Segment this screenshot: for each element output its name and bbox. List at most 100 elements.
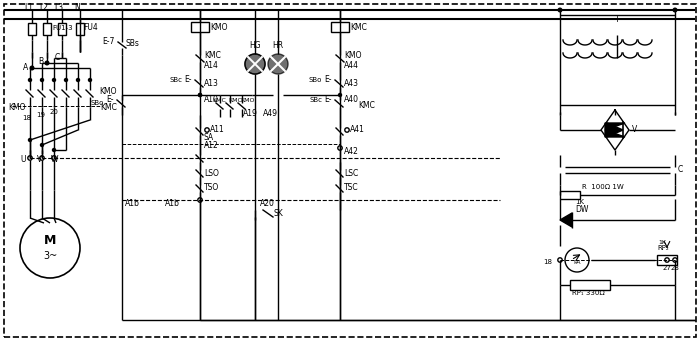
- Text: N: N: [74, 2, 80, 12]
- Circle shape: [29, 78, 32, 81]
- Text: T: T: [615, 15, 620, 25]
- Text: LSO: LSO: [204, 168, 219, 178]
- Text: A40: A40: [344, 95, 359, 104]
- Text: KMO: KMO: [210, 23, 228, 31]
- Circle shape: [673, 258, 677, 262]
- Text: C: C: [678, 165, 683, 175]
- Text: A: A: [23, 63, 28, 73]
- Text: A42: A42: [344, 147, 359, 155]
- Text: KMC: KMC: [204, 51, 221, 60]
- Text: A19: A19: [243, 108, 258, 118]
- Bar: [657, 255, 677, 265]
- Circle shape: [198, 198, 202, 202]
- Circle shape: [64, 78, 67, 81]
- Circle shape: [29, 138, 32, 142]
- Text: A10: A10: [204, 95, 219, 104]
- Text: C: C: [55, 53, 60, 61]
- Text: 20: 20: [50, 109, 59, 115]
- Text: A43: A43: [344, 78, 359, 88]
- Bar: [43, 23, 51, 35]
- Circle shape: [30, 66, 34, 70]
- Circle shape: [88, 78, 92, 81]
- Polygon shape: [605, 130, 625, 137]
- Text: 18: 18: [22, 115, 31, 121]
- Text: 18: 18: [543, 259, 552, 265]
- Text: E-: E-: [324, 75, 332, 85]
- Bar: [58, 23, 66, 35]
- Circle shape: [558, 8, 562, 12]
- Text: KMC: KMC: [358, 102, 375, 110]
- Text: 28: 28: [671, 265, 680, 271]
- Circle shape: [338, 146, 342, 150]
- Text: E-7: E-7: [102, 38, 114, 46]
- Circle shape: [28, 156, 32, 160]
- Text: 19: 19: [36, 112, 45, 118]
- Text: SBs: SBs: [126, 40, 140, 48]
- Polygon shape: [560, 213, 572, 227]
- Bar: [560, 15, 675, 105]
- Text: A41: A41: [350, 125, 365, 134]
- Text: KMO: KMO: [344, 51, 361, 60]
- Text: HR: HR: [272, 42, 284, 50]
- Circle shape: [665, 258, 669, 262]
- Text: A1b: A1b: [165, 198, 180, 208]
- Text: W: W: [51, 155, 59, 164]
- Text: TSO: TSO: [204, 183, 219, 193]
- Bar: [570, 280, 610, 290]
- Circle shape: [245, 54, 265, 74]
- Text: V: V: [37, 155, 42, 164]
- Text: 1K: 1K: [658, 239, 666, 244]
- Bar: [331, 22, 349, 32]
- Text: RP₁ 330Ω: RP₁ 330Ω: [572, 290, 605, 296]
- Text: 3~: 3~: [43, 251, 57, 261]
- Text: U: U: [20, 155, 25, 164]
- Circle shape: [76, 78, 80, 81]
- Text: FU4: FU4: [83, 24, 98, 32]
- Circle shape: [558, 258, 562, 262]
- Text: RP₂: RP₂: [657, 245, 668, 251]
- Circle shape: [41, 144, 43, 147]
- Circle shape: [199, 93, 202, 97]
- Text: KMC: KMC: [212, 98, 226, 103]
- Bar: [76, 23, 84, 35]
- Circle shape: [41, 78, 43, 81]
- Bar: [28, 23, 36, 35]
- Text: 27: 27: [663, 265, 671, 271]
- Text: A1b: A1b: [125, 199, 140, 208]
- Circle shape: [565, 248, 589, 272]
- Text: 1K: 1K: [575, 199, 584, 205]
- Text: KMO: KMO: [8, 104, 25, 113]
- Circle shape: [40, 156, 44, 160]
- Text: PA: PA: [573, 261, 581, 266]
- Text: L3: L3: [55, 2, 64, 12]
- Circle shape: [345, 128, 349, 132]
- Circle shape: [20, 218, 80, 278]
- Text: KMO: KMO: [240, 98, 255, 103]
- Text: FU1-3: FU1-3: [52, 25, 73, 31]
- Text: R  100Ω 1W: R 100Ω 1W: [582, 184, 624, 190]
- Text: B: B: [38, 58, 43, 66]
- Text: SBo: SBo: [309, 77, 322, 83]
- Text: SBc: SBc: [169, 77, 182, 83]
- Text: DW: DW: [575, 206, 589, 214]
- Text: KMC: KMC: [350, 23, 367, 31]
- Circle shape: [199, 93, 202, 97]
- Circle shape: [52, 148, 55, 151]
- Text: KMO: KMO: [99, 87, 117, 95]
- Text: LSC: LSC: [344, 168, 358, 178]
- Text: SA: SA: [204, 133, 214, 143]
- Polygon shape: [605, 123, 625, 130]
- Text: TSC: TSC: [344, 183, 358, 193]
- Text: SBc: SBc: [309, 97, 322, 103]
- Text: A13: A13: [204, 78, 219, 88]
- Text: A20: A20: [260, 198, 275, 208]
- Text: E-: E-: [106, 95, 113, 104]
- Circle shape: [52, 156, 56, 160]
- Circle shape: [52, 78, 55, 81]
- Text: V: V: [632, 125, 637, 134]
- Polygon shape: [607, 123, 623, 137]
- Text: A44: A44: [344, 60, 359, 70]
- Circle shape: [268, 54, 288, 74]
- Text: A12: A12: [204, 140, 218, 149]
- Text: E-: E-: [184, 75, 192, 85]
